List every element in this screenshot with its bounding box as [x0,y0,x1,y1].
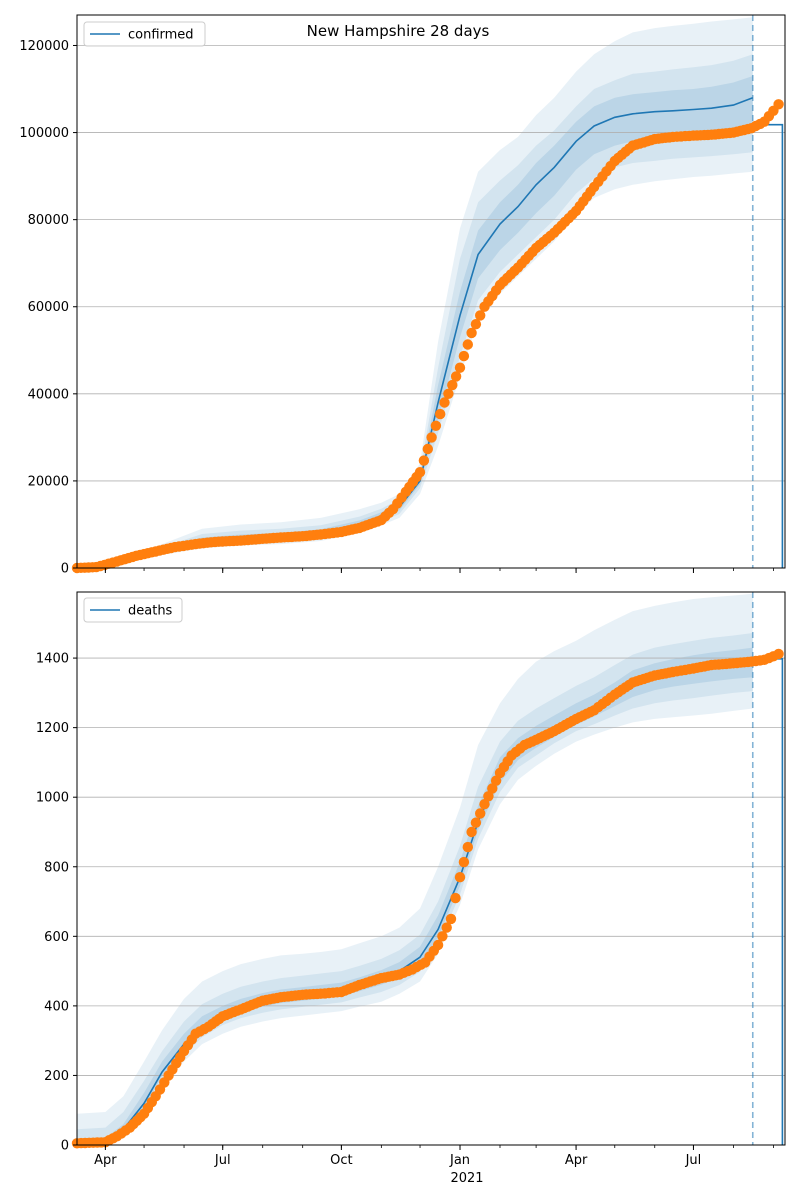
deaths-observed-point [490,775,502,786]
confirmed-band-3 [77,76,753,568]
deaths-observed-point [466,826,477,838]
deaths-y-tick-label: 1200 [36,721,69,736]
deaths-band-2 [77,633,753,1145]
deaths-observed-point [441,922,452,933]
deaths-y-tick-label: 0 [61,1139,69,1154]
deaths-axes-frame [76,591,786,1146]
confirmed-y-tick-label: 40000 [28,387,69,402]
deaths-legend-label: deaths [128,604,173,619]
deaths-x-tick-label: Jan [449,1153,470,1168]
confirmed-legend: confirmed [83,21,206,47]
confirmed-band-1 [77,17,753,568]
confirmed-y-tick-label: 60000 [28,300,69,315]
confirmed-observed-point [458,350,470,362]
deaths-x-tick-label: Oct [330,1153,352,1168]
deaths-x-tick-label: Apr [94,1153,117,1168]
deaths-x-tick-label: Apr [565,1153,588,1168]
deaths-y-tick-label: 400 [44,999,69,1014]
deaths-legend-box [83,597,183,623]
confirmed-observed-point [435,408,446,420]
deaths-observed-point [483,791,494,802]
deaths-y-tick-label: 200 [44,1069,69,1084]
deaths-observed-point [458,856,470,868]
deaths-observed-point [487,783,498,794]
confirmed-legend-label: confirmed [128,28,194,43]
confirmed-observed-point [430,420,442,431]
confirmed-observed-point [470,319,482,330]
deaths-y-tick-label: 800 [44,860,69,875]
deaths-chart: 0 200 400 600 800 1000 1200 1400 Apr Jul Oct Jan Apr… [36,591,786,1186]
deaths-y-tick-label: 1400 [36,652,69,667]
deaths-observed-point [450,892,461,904]
confirmed-observed-point [418,455,430,466]
deaths-y-tick-label: 1000 [36,791,69,806]
confirmed-y-tick-label: 20000 [28,474,69,489]
confirmed-observed-point [443,388,454,399]
confirmed-legend-box [83,21,206,47]
x-year-label: 2021 [450,1171,483,1186]
deaths-y-tick-label: 600 [44,930,69,945]
confirmed-uncertainty-bands [77,17,753,568]
deaths-axes: 0 200 400 600 800 1000 1200 1400 Apr Jul Oct Jan Apr… [36,591,786,1168]
deaths-band-3 [77,647,753,1145]
deaths-observed-point [445,913,457,925]
confirmed-observed-point [426,432,437,443]
figure-title: New Hampshire 28 days [307,22,490,40]
deaths-observed-point [432,939,444,951]
confirmed-axes-frame [76,14,786,569]
confirmed-y-tick-label: 120000 [19,39,69,54]
deaths-observed-point [479,799,490,810]
confirmed-observed-point [414,467,426,478]
confirmed-observed-point [422,443,433,455]
confirmed-axes: 0 20000 40000 60000 80000 100000 120000 [19,14,786,577]
deaths-observed-point [454,872,466,883]
confirmed-observed-point [439,397,450,408]
confirmed-band-2 [77,54,753,568]
confirmed-y-tick-label: 80000 [28,213,69,228]
confirmed-observed-point [466,327,477,339]
confirmed-y-tick-label: 0 [61,562,69,577]
deaths-gridlines [77,657,785,1076]
deaths-observed-point [773,648,784,660]
confirmed-gridlines [77,45,785,482]
confirmed-y-tick-label: 100000 [19,126,69,141]
deaths-observed-points [71,648,784,1149]
confirmed-observed-point [773,99,784,110]
deaths-observed-point [475,808,486,819]
deaths-x-tick-label: Jul [685,1153,702,1168]
confirmed-observed-point [475,310,486,321]
deaths-legend: deaths [83,597,183,623]
confirmed-observed-point [462,339,473,350]
deaths-observed-point [470,817,482,828]
deaths-observed-point [462,841,473,853]
confirmed-observed-points [71,99,784,574]
deaths-x-tick-label: Jul [214,1153,231,1168]
deaths-observed-point [437,931,448,942]
confirmed-observed-point [447,379,458,391]
confirmed-chart: 0 20000 40000 60000 80000 100000 120000 confir… [19,14,786,577]
confirmed-observed-point [454,362,466,373]
confirmed-observed-point [450,371,462,382]
